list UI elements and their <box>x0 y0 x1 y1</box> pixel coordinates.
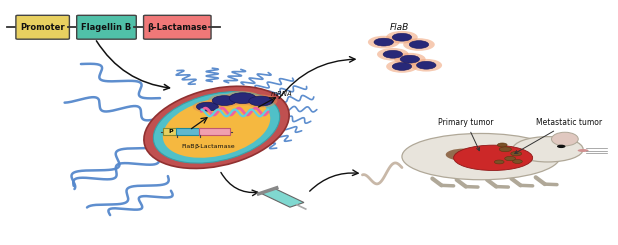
Ellipse shape <box>551 132 578 146</box>
Circle shape <box>497 143 507 147</box>
Circle shape <box>512 159 522 163</box>
Circle shape <box>245 95 277 108</box>
Text: β-Lactamase: β-Lactamase <box>195 144 235 149</box>
FancyBboxPatch shape <box>143 15 211 39</box>
Ellipse shape <box>402 134 560 180</box>
Text: FlaB: FlaB <box>390 23 409 32</box>
Circle shape <box>193 101 222 113</box>
Circle shape <box>400 55 420 63</box>
Circle shape <box>499 147 511 152</box>
Circle shape <box>494 160 504 164</box>
Text: β-Lactamase: β-Lactamase <box>147 23 208 32</box>
Ellipse shape <box>446 148 482 161</box>
Circle shape <box>386 60 418 73</box>
Circle shape <box>510 151 522 156</box>
Circle shape <box>212 96 237 105</box>
FancyBboxPatch shape <box>77 15 137 39</box>
Ellipse shape <box>454 145 533 171</box>
Circle shape <box>374 38 394 46</box>
Circle shape <box>394 53 426 65</box>
Text: Primary tumor: Primary tumor <box>438 118 494 151</box>
Circle shape <box>410 59 442 72</box>
Circle shape <box>417 61 436 69</box>
Circle shape <box>392 33 412 41</box>
Text: mRNA: mRNA <box>271 91 293 97</box>
Circle shape <box>197 102 218 111</box>
Circle shape <box>403 38 435 51</box>
Circle shape <box>377 48 408 61</box>
Circle shape <box>368 36 399 49</box>
Circle shape <box>409 41 429 49</box>
Text: FlaB: FlaB <box>182 144 195 149</box>
Ellipse shape <box>153 92 280 163</box>
Ellipse shape <box>512 137 583 162</box>
Circle shape <box>224 91 261 105</box>
FancyBboxPatch shape <box>200 128 230 135</box>
Circle shape <box>383 50 402 58</box>
Circle shape <box>557 145 565 148</box>
Ellipse shape <box>163 97 270 158</box>
Circle shape <box>392 62 412 70</box>
Circle shape <box>248 96 273 106</box>
Text: Metastatic tumor: Metastatic tumor <box>515 118 602 153</box>
Text: Promoter: Promoter <box>20 23 65 32</box>
Ellipse shape <box>578 149 588 152</box>
Circle shape <box>386 31 418 44</box>
Text: Flagellin B: Flagellin B <box>82 23 132 32</box>
FancyBboxPatch shape <box>16 15 69 39</box>
Ellipse shape <box>144 86 289 169</box>
Circle shape <box>229 93 256 103</box>
FancyBboxPatch shape <box>163 128 177 135</box>
Circle shape <box>505 156 515 161</box>
Text: P: P <box>168 129 172 134</box>
Circle shape <box>208 94 241 107</box>
Polygon shape <box>261 188 304 207</box>
FancyBboxPatch shape <box>176 128 201 135</box>
